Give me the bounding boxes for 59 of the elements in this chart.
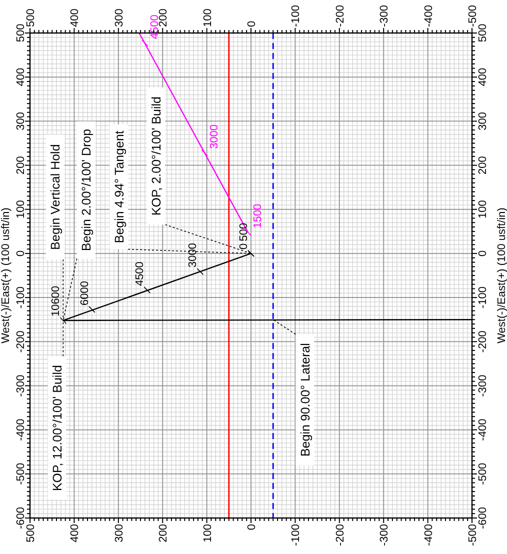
y-tick-label: -200	[15, 330, 27, 353]
x2-tick-label: 100	[202, 8, 214, 27]
y-tick-label: 200	[15, 156, 27, 174]
x2-tick-label: 0	[246, 20, 258, 27]
x-tick-label: -400	[422, 524, 435, 546]
y-tick-label: 400	[15, 68, 27, 86]
y2-tick-label: 100	[477, 200, 489, 219]
x-tick-label: -300	[378, 524, 391, 546]
x2-tick-label: -100	[290, 4, 302, 27]
y-tick-label: -600	[15, 506, 27, 530]
y-tick-label: 100	[15, 200, 27, 219]
x-tick-label: 0	[246, 524, 258, 530]
x2-tick-label: -500	[467, 4, 479, 27]
x-tick-label: -500	[467, 524, 479, 546]
x-tick-label: 100	[202, 524, 214, 542]
annotation: KOP, 12.00°/100' Build	[50, 365, 64, 492]
y2-tick-label: 300	[477, 112, 489, 130]
y-tick-label: -500	[15, 462, 27, 485]
x2-tick-label: 200	[158, 8, 170, 27]
y2-tick-label: -100	[477, 286, 489, 309]
y2-tick-label: -400	[477, 418, 489, 441]
y2-tick-label: 500	[477, 24, 489, 42]
y-tick-label: -300	[15, 374, 27, 397]
y-tick-label: -100	[15, 286, 27, 309]
y-tick-label: -400	[15, 418, 27, 441]
x-tick-label: -200	[334, 524, 346, 546]
annotation: 3000	[208, 124, 221, 149]
y2-tick-label: 0	[477, 250, 489, 257]
annotation: Begin 2.00°/100' Drop	[80, 128, 94, 251]
annotation: 6000	[78, 280, 91, 306]
annotation: Begin Vertical Hold	[48, 144, 63, 250]
annotation: 0	[238, 243, 250, 250]
x-tick-label: 200	[158, 524, 170, 542]
y-tick-label: 500	[15, 24, 27, 42]
y-tick-label: 300	[15, 112, 27, 130]
x-tick-label: 400	[69, 524, 82, 542]
y-axis-title: West(-)/East(+) (100 usft/in)	[0, 208, 12, 344]
y2-tick-label: 200	[477, 156, 489, 174]
annotation: Begin 4.94° Tangent	[112, 130, 126, 244]
y2-tick-label: -500	[477, 462, 489, 485]
annotation: Begin 90.00° Lateral	[298, 343, 312, 457]
x2-tick-label: -400	[422, 4, 435, 27]
annotation: 3000	[187, 243, 200, 268]
annotation: 4500	[134, 262, 146, 286]
annotation: 10600	[50, 286, 62, 316]
annotation: KOP, 2.00°/100' Build	[149, 96, 164, 216]
x-tick-label: 300	[113, 524, 126, 542]
y2-tick-label: -600	[477, 506, 489, 530]
annotation: 1500	[252, 204, 264, 228]
x2-tick-label: 400	[69, 8, 82, 27]
y2-axis-title: West(-)/East(+) (100 usft/in)	[496, 208, 507, 344]
y-tick-label: 0	[15, 250, 27, 257]
y2-tick-label: -300	[477, 374, 489, 397]
y2-tick-label: 400	[477, 68, 489, 86]
x2-tick-label: 300	[113, 8, 126, 27]
x2-tick-label: -300	[378, 4, 391, 27]
y2-tick-label: -200	[477, 330, 489, 353]
x2-tick-label: -200	[334, 4, 346, 27]
x-tick-label: -100	[290, 524, 302, 546]
